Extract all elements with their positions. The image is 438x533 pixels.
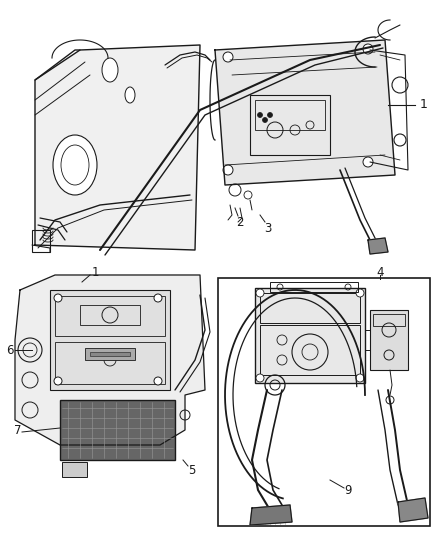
Bar (50, 290, 170, 390)
Bar (255, 100, 325, 130)
Bar (250, 95, 330, 155)
Circle shape (223, 52, 233, 62)
Text: 1: 1 (91, 265, 99, 279)
Polygon shape (368, 238, 388, 254)
Text: 2: 2 (236, 215, 244, 229)
Text: 9: 9 (344, 483, 352, 497)
Bar (218, 278, 430, 526)
Polygon shape (250, 505, 292, 525)
Circle shape (258, 112, 262, 117)
Bar (80, 305, 140, 325)
Bar (370, 310, 408, 370)
Circle shape (54, 294, 62, 302)
Circle shape (256, 289, 264, 297)
Circle shape (262, 117, 268, 123)
Text: 1: 1 (420, 99, 428, 111)
Text: 6: 6 (6, 343, 14, 357)
Circle shape (363, 44, 373, 54)
Bar (373, 314, 405, 326)
Ellipse shape (53, 135, 97, 195)
Text: 4: 4 (376, 265, 384, 279)
Polygon shape (398, 498, 428, 522)
Circle shape (154, 294, 162, 302)
Bar (55, 296, 165, 336)
Polygon shape (35, 45, 200, 250)
Bar (255, 288, 365, 383)
Circle shape (223, 165, 233, 175)
Bar (32, 230, 50, 252)
Polygon shape (215, 40, 395, 185)
Bar (62, 462, 87, 477)
Text: 7: 7 (14, 424, 22, 437)
Bar (260, 325, 360, 375)
Ellipse shape (102, 58, 118, 82)
Bar (260, 293, 360, 323)
Circle shape (363, 157, 373, 167)
Circle shape (268, 112, 272, 117)
Bar (90, 352, 130, 356)
Circle shape (356, 374, 364, 382)
Bar (55, 342, 165, 384)
Bar (60, 400, 175, 460)
Circle shape (356, 289, 364, 297)
Circle shape (154, 377, 162, 385)
Circle shape (256, 374, 264, 382)
Text: 5: 5 (188, 464, 196, 477)
Bar (85, 348, 135, 360)
Text: 3: 3 (264, 222, 272, 235)
Circle shape (54, 377, 62, 385)
Polygon shape (15, 275, 205, 445)
Bar (270, 282, 358, 292)
Ellipse shape (125, 87, 135, 103)
